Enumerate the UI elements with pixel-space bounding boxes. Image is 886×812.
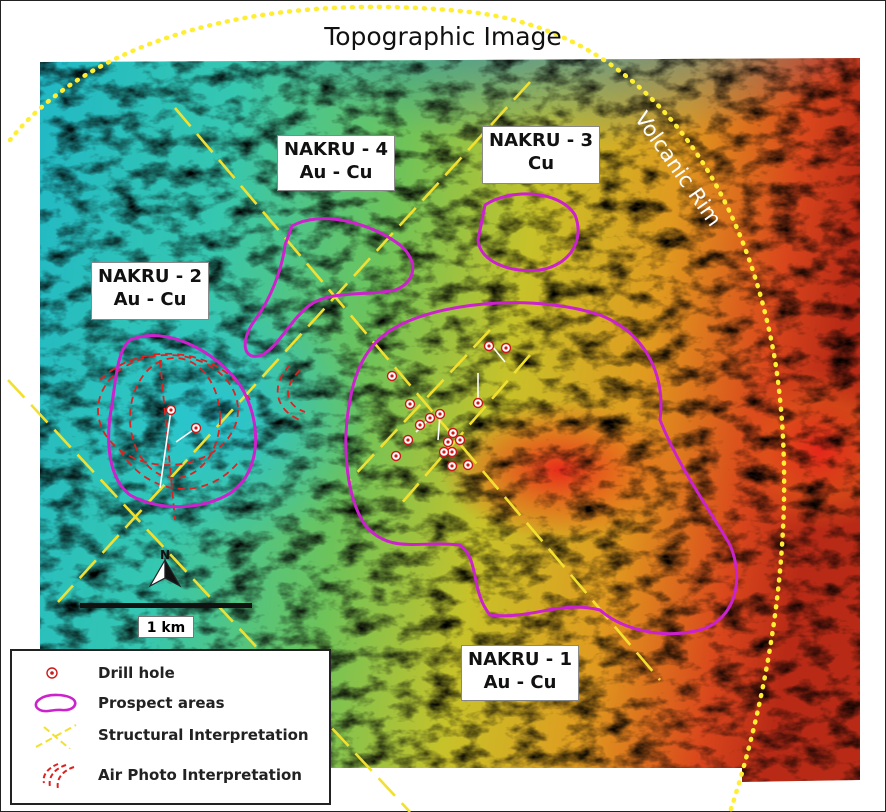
- prospect-label-nakru-4: NAKRU - 4 Au - Cu: [277, 135, 395, 191]
- prospect-area-nakru-4: [243, 217, 415, 358]
- structural-lines: [7, 81, 661, 812]
- volcanic-rim: [7, 4, 787, 812]
- legend-item-drill-hole: Drill hole: [12, 661, 328, 687]
- legend-item-structural: Structural Interpretation: [12, 723, 328, 749]
- legend-label: Drill hole: [98, 664, 175, 682]
- prospect-area-nakru-1: [344, 301, 739, 636]
- prospect-area-nakru-3: [476, 192, 580, 272]
- north-label: N: [160, 548, 170, 562]
- drill-hole-icon: [46, 667, 58, 679]
- air-photo-line-icon: [42, 763, 75, 789]
- legend: Drill hole Prospect areas Structural Int…: [10, 649, 331, 805]
- legend-label: Prospect areas: [98, 694, 225, 712]
- legend-item-prospect-areas: Prospect areas: [12, 691, 328, 717]
- prospect-name: NAKRU - 4: [284, 139, 388, 160]
- map-title: Topographic Image: [324, 22, 562, 51]
- scale-bar: [80, 603, 252, 608]
- north-arrow-icon: N: [148, 548, 182, 588]
- prospect-area-nakru-2: [107, 334, 257, 509]
- prospect-name: NAKRU - 3: [489, 130, 593, 151]
- prospect-areas: [107, 192, 739, 636]
- prospect-metals: Au - Cu: [113, 289, 187, 310]
- scale-bar-label: 1 km: [138, 616, 194, 638]
- prospect-name: NAKRU - 1: [468, 649, 572, 670]
- prospect-label-nakru-2: NAKRU - 2 Au - Cu: [91, 262, 209, 320]
- prospect-area-icon: [34, 693, 77, 713]
- drill-holes: [165, 340, 512, 472]
- prospect-name: NAKRU - 2: [98, 266, 202, 287]
- structural-line-icon: [35, 724, 77, 749]
- legend-item-air-photo: Air Photo Interpretation: [12, 763, 328, 789]
- prospect-label-nakru-3: NAKRU - 3 Cu: [482, 126, 600, 184]
- prospect-label-nakru-1: NAKRU - 1 Au - Cu: [461, 645, 579, 701]
- legend-label: Structural Interpretation: [98, 726, 309, 744]
- prospect-metals: Au - Cu: [299, 162, 373, 183]
- legend-label: Air Photo Interpretation: [98, 766, 302, 784]
- prospect-metals: Au - Cu: [483, 672, 557, 693]
- air-photo-lines: [97, 353, 306, 521]
- prospect-metals: Cu: [527, 153, 555, 174]
